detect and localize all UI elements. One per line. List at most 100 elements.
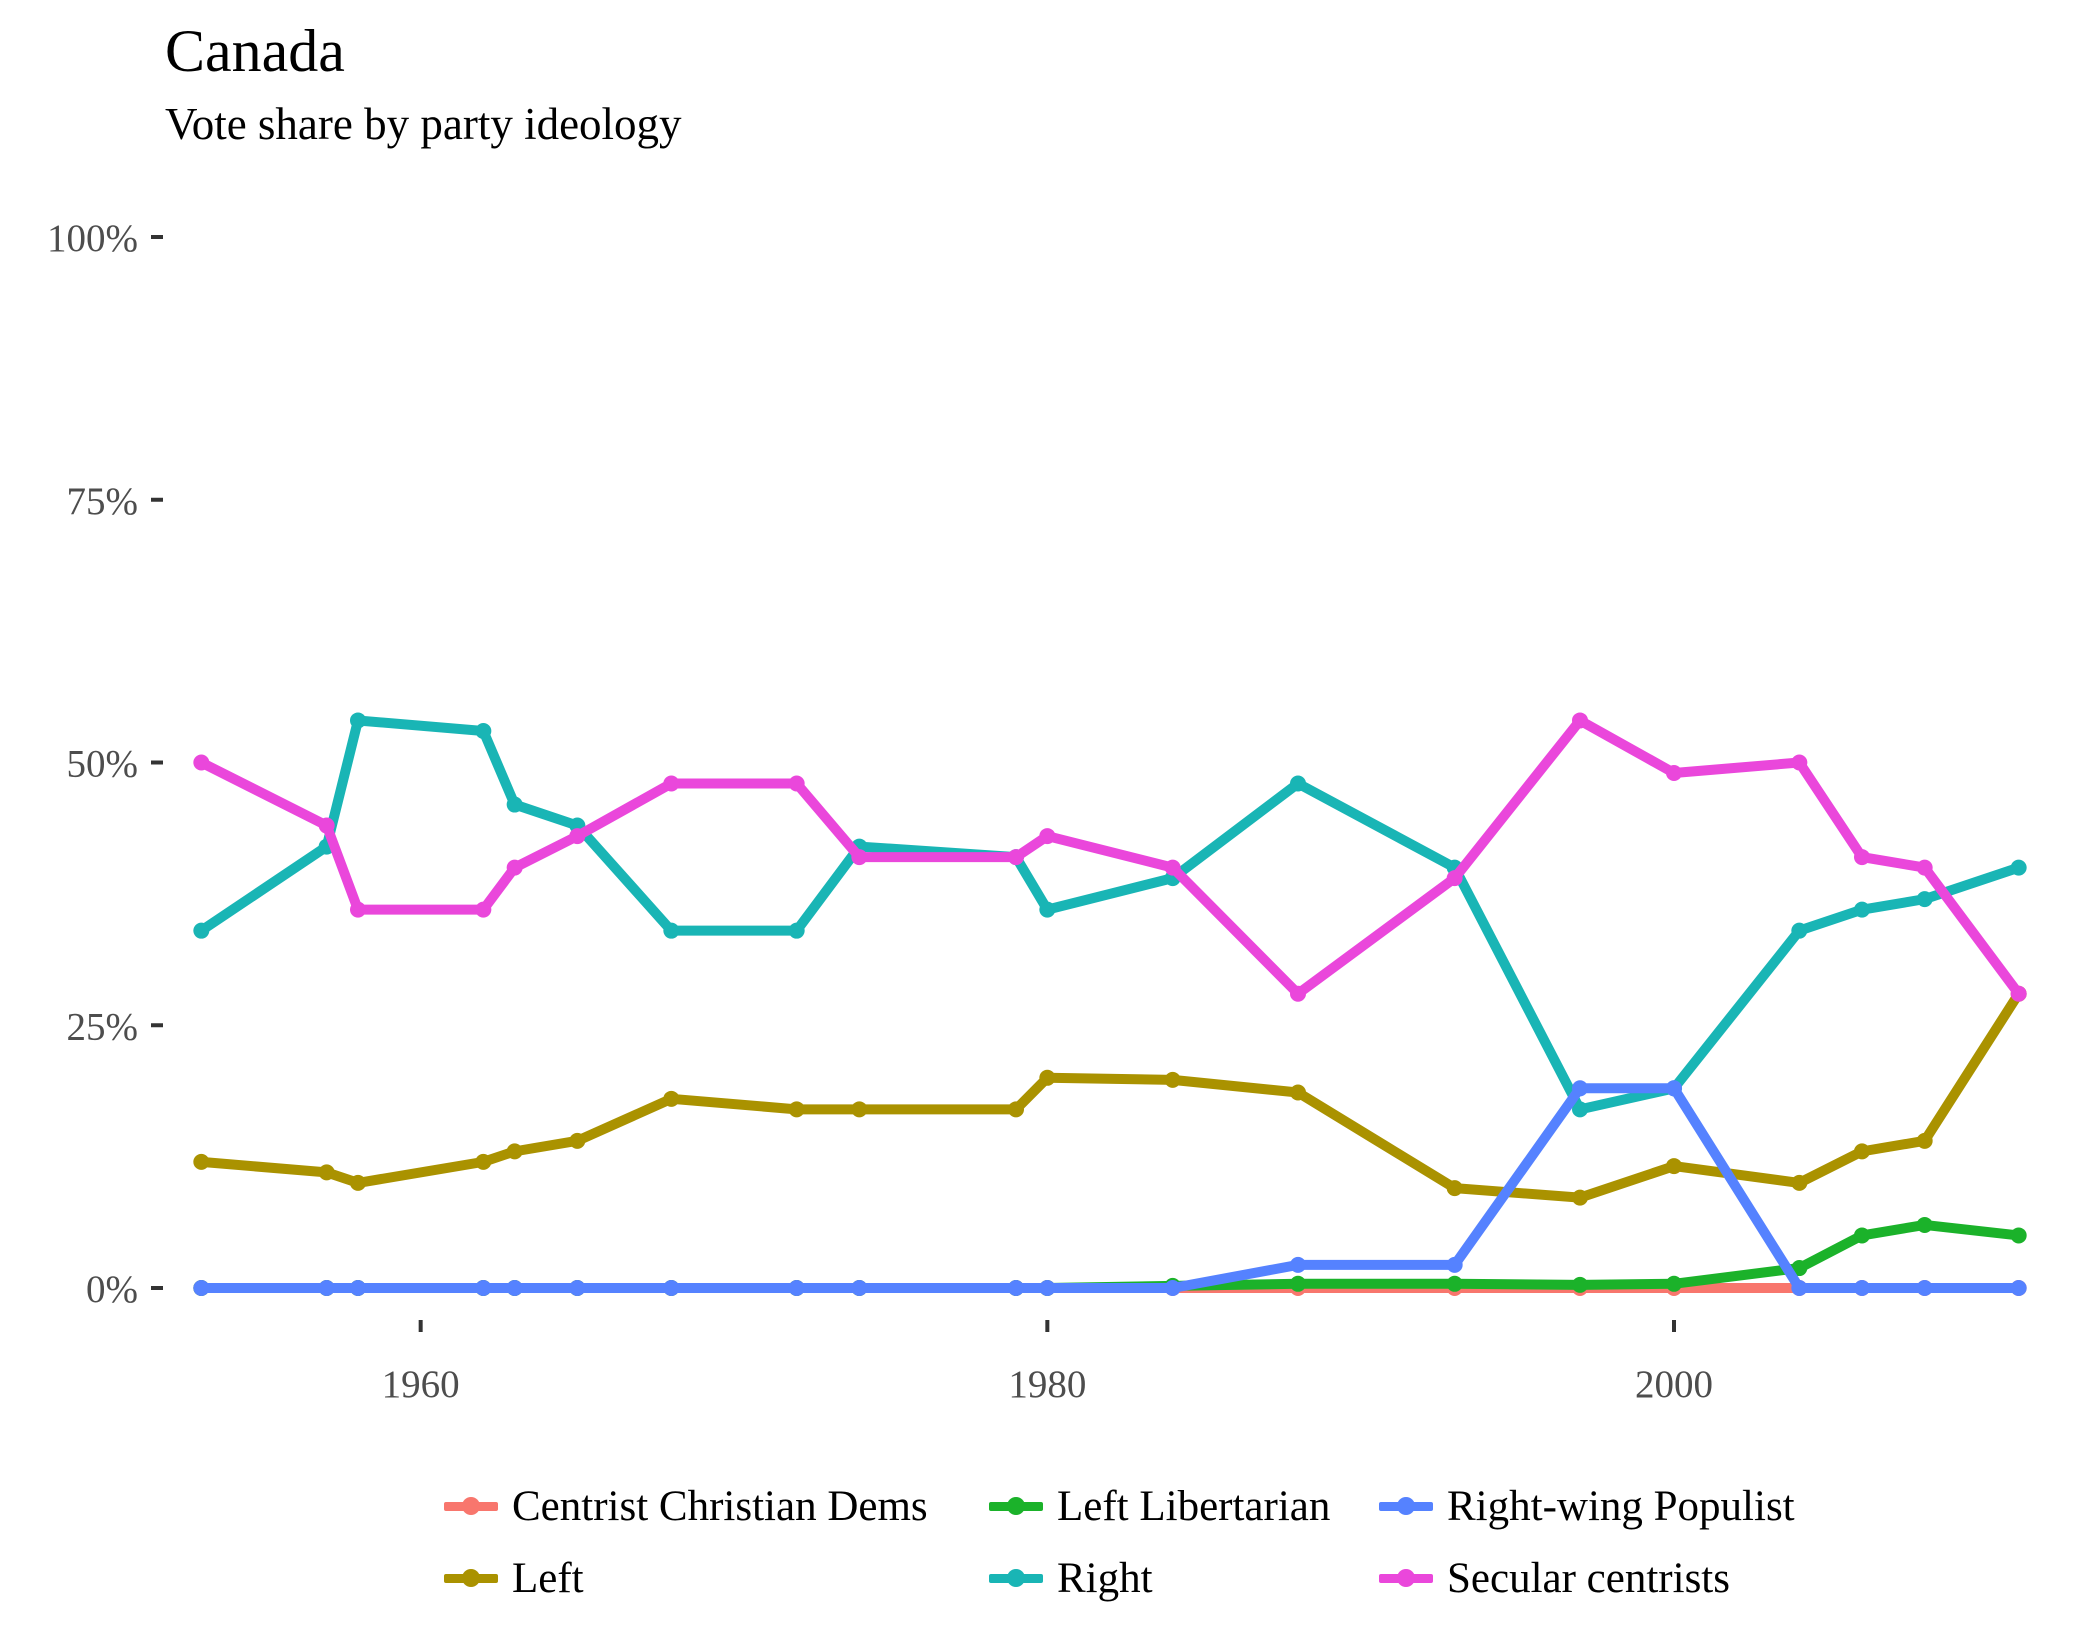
data-point — [1290, 775, 1306, 792]
y-tick-label: 0% — [86, 1268, 138, 1311]
series-line — [196, 1219, 2024, 1293]
data-point — [1666, 765, 1682, 782]
data-point — [1854, 1280, 1870, 1296]
data-point — [1039, 901, 1056, 918]
data-point — [350, 1174, 366, 1191]
data-point — [1446, 870, 1463, 887]
y-tick-label: 100% — [47, 217, 138, 260]
data-point — [350, 1280, 366, 1296]
data-point — [1008, 1101, 1024, 1118]
data-point — [1039, 1280, 1056, 1296]
data-point — [1164, 859, 1181, 876]
y-tick-label: 25% — [67, 1005, 139, 1048]
data-point — [1572, 1101, 1588, 1118]
legend-item-left-libertarian: Left Libertarian — [985, 1482, 1375, 1531]
data-point — [1008, 1280, 1024, 1296]
data-point — [475, 1153, 492, 1170]
line-chart: 0% 25% 50% 75% 100% 1960 1980 2000 — [47, 217, 2027, 1406]
x-tick-label: 1980 — [1008, 1363, 1086, 1406]
data-point — [1164, 1071, 1181, 1088]
series-line — [196, 715, 2024, 1115]
chart-title: Canada — [165, 18, 345, 84]
data-point — [1039, 1069, 1056, 1086]
data-point — [1854, 901, 1870, 918]
legend-key-icon — [985, 1484, 1047, 1528]
data-point — [1290, 985, 1306, 1002]
series-line — [196, 715, 2024, 999]
data-point — [851, 1280, 868, 1296]
data-point — [1446, 1256, 1463, 1273]
data-point — [193, 922, 210, 939]
data-point — [1791, 754, 1808, 771]
data-point — [1666, 1158, 1682, 1175]
series-line — [196, 988, 2024, 1203]
data-point — [1572, 712, 1588, 729]
chart-subtitle: Vote share by party ideology — [165, 99, 682, 149]
y-tick-label: 75% — [67, 480, 139, 523]
data-point — [1791, 922, 1808, 939]
legend-key-icon — [440, 1556, 502, 1600]
data-point — [2010, 985, 2027, 1002]
data-point — [1916, 1280, 1933, 1296]
data-point — [1290, 1256, 1306, 1273]
data-point — [1039, 828, 1056, 845]
data-point — [1446, 1180, 1463, 1197]
data-point — [1008, 849, 1024, 866]
y-tick-label: 50% — [67, 743, 139, 786]
data-point — [788, 775, 805, 792]
series-right-wing-populist — [193, 1080, 2027, 1296]
legend-row: Centrist Christian Dems Left Libertarian R… — [440, 1470, 2000, 1542]
data-point — [1916, 891, 1933, 908]
data-point — [475, 901, 492, 918]
data-point — [506, 859, 523, 876]
data-point — [1290, 1275, 1306, 1292]
series-line — [196, 1083, 2024, 1293]
data-point — [1572, 1189, 1588, 1206]
data-point — [569, 1280, 586, 1296]
data-point — [1666, 1080, 1682, 1097]
data-point — [1791, 1260, 1808, 1277]
data-point — [193, 1280, 210, 1296]
legend-label: Left — [512, 1554, 584, 1602]
data-point — [2010, 1280, 2027, 1296]
data-point — [318, 1164, 335, 1181]
legend-item-secular-centrists: Secular centrists — [1375, 1554, 1975, 1603]
data-point — [663, 775, 680, 792]
legend: Centrist Christian Dems Left Libertarian R… — [440, 1470, 2000, 1614]
legend-item-centrist-christian-dems: Centrist Christian Dems — [440, 1482, 985, 1531]
data-point — [788, 1280, 805, 1296]
data-point — [569, 828, 586, 845]
data-point — [663, 922, 680, 939]
legend-item-left: Left — [440, 1554, 985, 1603]
data-point — [2010, 859, 2027, 876]
legend-key-icon — [440, 1484, 502, 1528]
x-axis: 1960 1980 2000 — [382, 1320, 1713, 1406]
data-point — [569, 1132, 586, 1149]
data-point — [506, 1280, 523, 1296]
data-point — [506, 796, 523, 813]
legend-key-icon — [1375, 1484, 1437, 1528]
data-point — [851, 849, 868, 866]
data-point — [475, 722, 492, 739]
data-point — [788, 922, 805, 939]
data-point — [1854, 1227, 1870, 1244]
data-point — [851, 1101, 868, 1118]
data-point — [1854, 1143, 1870, 1160]
data-point — [663, 1280, 680, 1296]
legend-label: Right-wing Populist — [1447, 1482, 1795, 1530]
legend-item-right-wing-populist: Right-wing Populist — [1375, 1482, 1975, 1531]
data-point — [2010, 1227, 2027, 1244]
data-point — [1164, 1280, 1181, 1296]
data-point — [350, 712, 366, 729]
data-point — [1666, 1275, 1682, 1292]
data-point — [1854, 849, 1870, 866]
data-point — [350, 901, 366, 918]
x-tick-label: 1960 — [382, 1363, 460, 1406]
legend-item-right: Right — [985, 1554, 1375, 1603]
data-point — [1572, 1080, 1588, 1097]
data-point — [663, 1090, 680, 1107]
data-point — [1916, 1216, 1933, 1233]
data-point — [506, 1143, 523, 1160]
data-point — [193, 754, 210, 771]
series-secular-centrists — [193, 712, 2027, 1002]
